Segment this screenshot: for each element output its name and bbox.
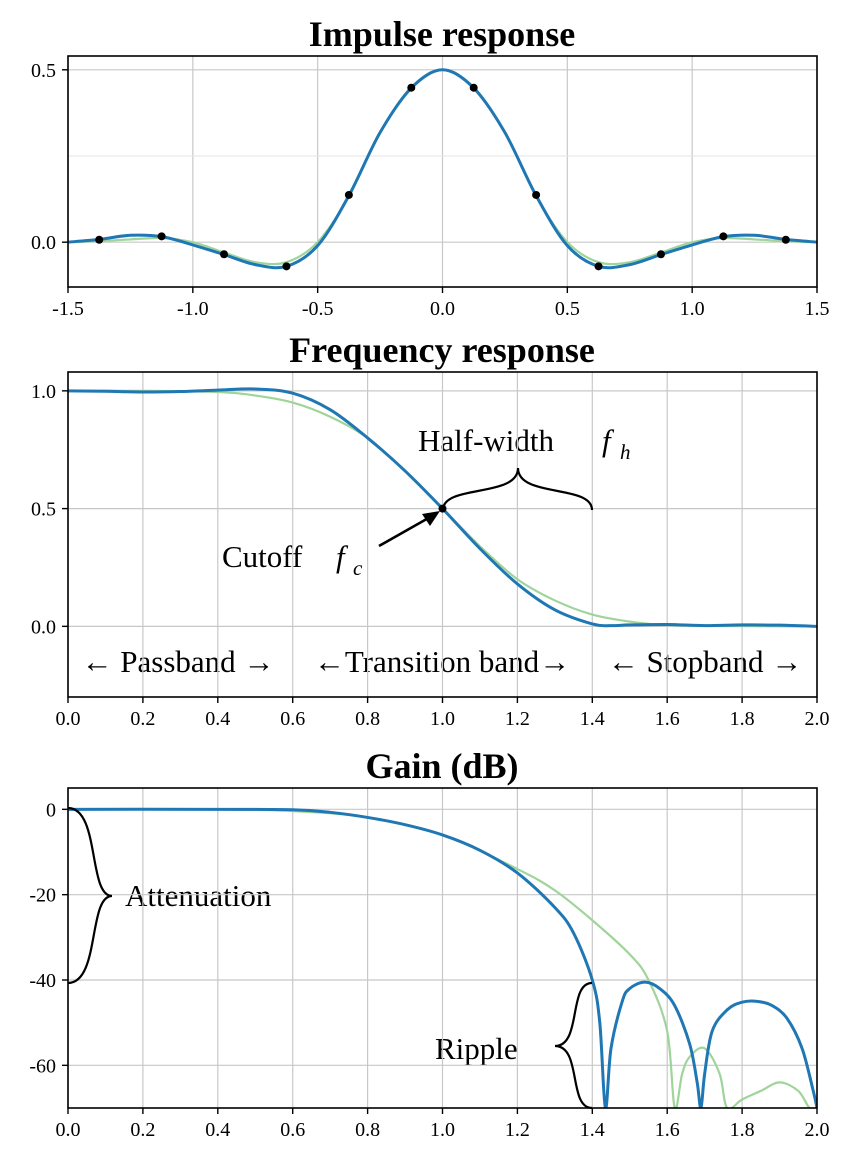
- sample-point: [344, 190, 353, 199]
- cutoff-arrow-head: [422, 511, 440, 526]
- plot-frame: [67, 787, 818, 1109]
- x-tick-label: 1.4: [580, 1119, 605, 1141]
- x-tick-label: 1.8: [730, 1119, 755, 1141]
- x-tick-label: 1.4: [580, 708, 605, 730]
- svg-text:f: f: [602, 423, 615, 458]
- svg-text:Cutoff: Cutoff: [222, 539, 303, 574]
- x-tick-label: 0.4: [205, 1119, 230, 1141]
- y-tick-label: -20: [29, 885, 56, 907]
- svg-text:Half-width: Half-width: [418, 423, 555, 458]
- impulse-title: Impulse response: [309, 14, 575, 54]
- x-tick-label: 2.0: [805, 1119, 830, 1141]
- x-tick-label: 0.0: [56, 1119, 81, 1141]
- svg-text:f: f: [336, 539, 349, 574]
- series-group: [68, 807, 817, 1108]
- y-tick-label: -40: [29, 970, 56, 992]
- impulse-response-panel: Impulse response -1.5 -1.0 -0.5 0.0 0.5 1.0 1.…: [31, 14, 830, 320]
- plot-frame: [67, 371, 818, 698]
- x-tick-label: 1.5: [805, 298, 830, 320]
- x-tick-label: 0.5: [555, 298, 580, 320]
- x-tick-label: 0.8: [355, 708, 380, 730]
- sample-point: [157, 232, 166, 241]
- stopband-label: ← Stopband →: [608, 644, 803, 679]
- sample-point: [594, 262, 603, 271]
- attenuation-brace: [67, 806, 113, 985]
- x-tick-label: -1.5: [52, 298, 84, 320]
- svg-text:h: h: [620, 440, 631, 464]
- x-tick-label: 1.0: [430, 708, 455, 730]
- frequency-response-panel: Frequency response Half-width f h Cutoff…: [31, 330, 830, 730]
- sample-point: [407, 83, 416, 92]
- sample-point: [282, 262, 291, 271]
- x-tick-label: -1.0: [177, 298, 209, 320]
- x-tick-label: -0.5: [302, 298, 334, 320]
- gain-panel: Gain (dB) Attenuation Ripple 0.0 0.2 0.4 0.…: [29, 746, 829, 1141]
- x-tick-label: 1.2: [505, 708, 530, 730]
- y-tick-label: -60: [29, 1055, 56, 1077]
- half-width-symbol: f: [602, 423, 615, 458]
- x-tick-label: 0.0: [56, 708, 81, 730]
- gain-title: Gain (dB): [365, 746, 518, 786]
- frequency-title: Frequency response: [289, 330, 595, 370]
- x-tick-label: 1.0: [680, 298, 705, 320]
- passband-label: ← Passband →: [82, 644, 275, 679]
- series-group: [68, 68, 817, 271]
- sample-point: [719, 232, 728, 241]
- y-tick-label: 1.0: [31, 381, 56, 403]
- y-tick-label: 0: [46, 799, 56, 821]
- y-tick-label: 0.5: [31, 60, 56, 82]
- x-tick-label: 1.6: [655, 708, 680, 730]
- attenuation-label: Attenuation: [125, 878, 272, 913]
- sample-point: [95, 235, 104, 244]
- x-tick-label: 0.2: [130, 1119, 155, 1141]
- ripple-label: Ripple: [435, 1031, 518, 1066]
- sample-point: [220, 250, 229, 259]
- y-tick-label: 0.5: [31, 499, 56, 521]
- sample-point: [781, 235, 790, 244]
- main-series-line: [68, 68, 817, 270]
- main-series-line: [68, 387, 817, 628]
- cutoff-symbol: f: [336, 539, 349, 574]
- plot-frame: [67, 55, 818, 288]
- x-tick-label: 0.4: [205, 708, 230, 730]
- half-width-text: Half-width: [418, 423, 555, 458]
- y-tick-label: 0.0: [31, 232, 56, 254]
- x-tick-label: 1.0: [430, 1119, 455, 1141]
- x-tick-label: 0.2: [130, 708, 155, 730]
- ripple-brace: [554, 981, 593, 1110]
- x-tick-label: 0.6: [280, 708, 305, 730]
- cutoff-subscript: c: [353, 556, 363, 580]
- x-tick-label: 1.8: [730, 708, 755, 730]
- svg-text:c: c: [353, 556, 363, 580]
- sample-point: [532, 190, 541, 199]
- x-tick-label: 0.6: [280, 1119, 305, 1141]
- main-series-line: [68, 807, 817, 1108]
- x-tick-label: 0.8: [355, 1119, 380, 1141]
- cutoff-arrow-shaft: [378, 514, 433, 548]
- half-width-subscript: h: [620, 440, 631, 464]
- x-tick-label: 0.0: [430, 298, 455, 320]
- half-width-brace: [441, 467, 594, 511]
- x-tick-label: 2.0: [805, 708, 830, 730]
- grid: -1.5 -1.0 -0.5 0.0 0.5 1.0 1.5 0.0 0.5: [31, 56, 830, 320]
- cutoff-text: Cutoff: [222, 539, 303, 574]
- sample-point: [469, 83, 478, 92]
- grid: 0.0 0.2 0.4 0.6 0.8 1.0 1.2 1.4 1.6 1.8 2.0 0 -20 -40…: [29, 788, 830, 1141]
- y-tick-label: 0.0: [31, 616, 56, 638]
- x-tick-label: 1.2: [505, 1119, 530, 1141]
- sample-point: [656, 250, 665, 259]
- x-tick-label: 1.6: [655, 1119, 680, 1141]
- half-width-label: Half-width f h: [418, 423, 631, 464]
